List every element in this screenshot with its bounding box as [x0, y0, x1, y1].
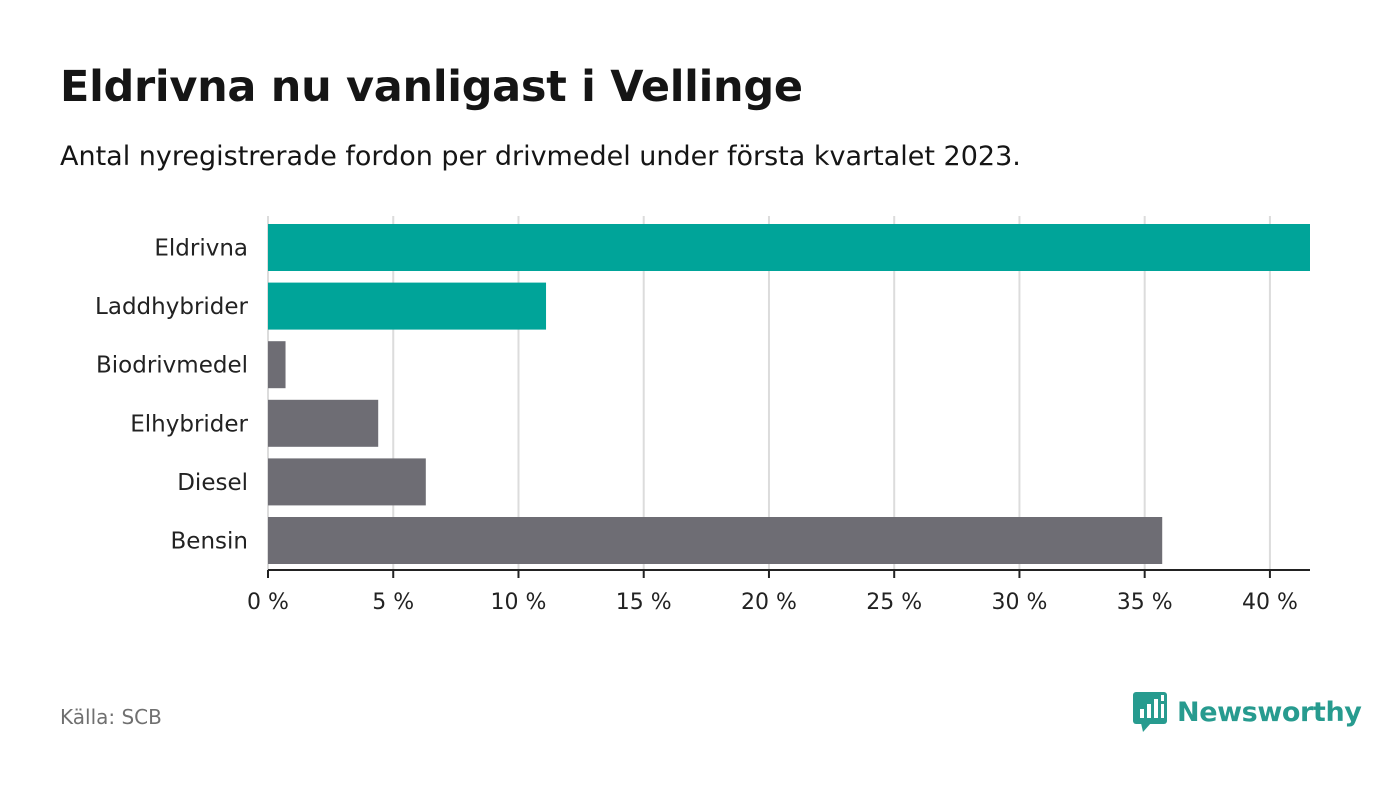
- bar: [268, 341, 286, 389]
- tick-label: 20 %: [741, 590, 797, 615]
- brand-logo: Newsworthy: [1133, 692, 1362, 732]
- tick-label: 10 %: [491, 590, 547, 615]
- category-label: Eldrivna: [154, 236, 248, 262]
- chart-title: Eldrivna nu vanligast i Vellinge: [60, 62, 803, 112]
- x-axis-ticks: 0 % 5 % 10 % 15 % 20 % 25 % 30 % 35 % 40 %: [247, 570, 1298, 615]
- bar: [268, 399, 379, 447]
- newsworthy-chat-bars-icon: [1133, 692, 1167, 732]
- category-label: Diesel: [177, 470, 248, 496]
- tick-label: 35 %: [1117, 590, 1173, 615]
- bars: [268, 224, 1310, 564]
- tick-label: 25 %: [866, 590, 922, 615]
- brand-name: Newsworthy: [1177, 696, 1362, 728]
- tick-label: 30 %: [991, 590, 1047, 615]
- category-label: Laddhybrider: [95, 294, 248, 320]
- chart-subtitle: Antal nyregistrerade fordon per drivmede…: [60, 141, 1021, 172]
- bar: [268, 458, 426, 506]
- tick-label: 5 %: [372, 590, 414, 615]
- gridlines: [267, 216, 1271, 570]
- category-label: Bensin: [171, 529, 248, 555]
- tick-label: 0 %: [247, 590, 289, 615]
- category-label: Biodrivmedel: [96, 353, 248, 379]
- bar: [268, 224, 1310, 271]
- bar: [268, 282, 547, 330]
- source-note: Källa: SCB: [60, 705, 162, 729]
- bar: [268, 517, 1163, 564]
- tick-label: 40 %: [1242, 590, 1298, 615]
- category-labels: Eldrivna Laddhybrider Biodrivmedel Elhybrid…: [95, 236, 248, 555]
- category-label: Elhybrider: [130, 411, 248, 437]
- tick-label: 15 %: [616, 590, 672, 615]
